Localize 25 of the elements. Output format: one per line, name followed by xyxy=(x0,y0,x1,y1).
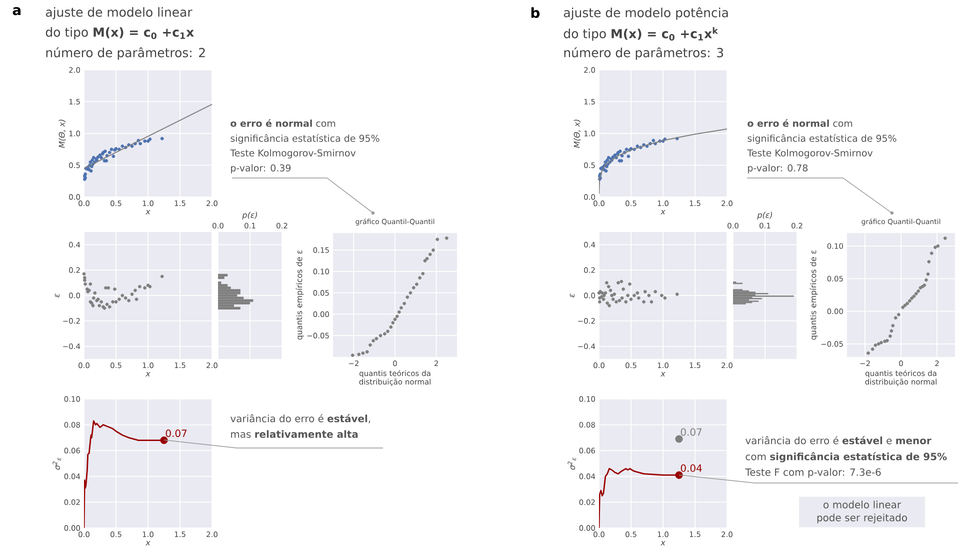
text: número de parâmetros: 2 xyxy=(46,47,205,60)
text: com significância estatística de 95% xyxy=(746,452,947,462)
text: Teste Kolmogorov-Smirnov xyxy=(747,149,873,158)
text: do tipo M(x) = c$_{0}$ +c$_{1}$x$^{k}$ xyxy=(564,27,718,41)
text: a xyxy=(12,7,21,16)
text: variância do erro é estável, xyxy=(230,414,370,424)
chart-title: ajuste de modelo potência xyxy=(564,7,728,20)
data-label: 0.07 xyxy=(680,428,702,436)
text: b xyxy=(531,7,540,18)
text: variância do erro é estável e menor xyxy=(746,436,932,444)
text: significância estatística de 95% xyxy=(230,134,380,144)
text: número de parâmetros: 3 xyxy=(564,47,724,60)
text: Teste Kolmogorov-Smirnov xyxy=(230,149,356,158)
data-label: 0.04 xyxy=(680,464,702,472)
text: Teste F com p-valor: 7.3e-6 xyxy=(745,468,881,478)
text: p-valor: 0.78 xyxy=(748,164,808,174)
text: p-valor: 0.39 xyxy=(231,164,291,174)
text: do tipo M(x) = c$_{0}$ +c$_{1}$x xyxy=(46,27,194,40)
text: o erro é normal com xyxy=(230,119,336,127)
chart-title: ajuste de modelo linear xyxy=(46,7,192,20)
text: mas relativamente alta xyxy=(231,430,358,438)
text: o modelo linear pode ser rejeitado xyxy=(817,500,907,524)
text: o erro é normal com xyxy=(748,119,852,127)
text: significância estatística de 95% xyxy=(748,134,896,144)
data-label: 0.07 xyxy=(166,430,187,438)
